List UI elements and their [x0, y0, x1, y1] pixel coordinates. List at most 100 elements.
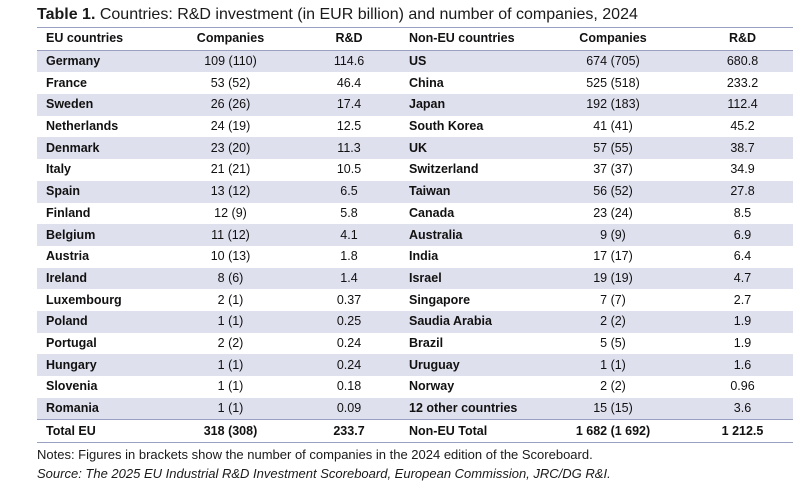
non-eu-country-cell: Brazil: [409, 335, 444, 350]
non-eu-rd-cell: 38.7: [730, 140, 755, 155]
non-eu-rd-cell: 2.7: [733, 292, 752, 307]
non-eu-rd-cell: 1.6: [733, 357, 752, 372]
eu-rd-cell: 17.4: [336, 97, 362, 112]
non-eu-country-cell: Uruguay: [409, 357, 460, 372]
non-eu-companies-cell: 1 (1): [600, 357, 626, 372]
non-eu-country-cell: India: [409, 249, 439, 264]
table-notes: Notes: Figures in brackets show the numb…: [37, 445, 611, 483]
table-row: Portugal 2 (2) 0.24 Brazil 5 (5) 1.9: [37, 333, 793, 355]
eu-rd-cell: 1.8: [340, 249, 358, 264]
eu-country-cell: Hungary: [46, 357, 97, 372]
non-eu-country-cell: Canada: [409, 205, 455, 220]
rd-investment-table: EU countries Companies R&D Non-EU countr…: [37, 27, 793, 443]
non-eu-country-cell: Switzerland: [409, 162, 479, 177]
non-eu-companies-cell: 525 (518): [586, 75, 640, 90]
eu-country-cell: Luxembourg: [46, 292, 122, 307]
non-eu-country-cell: Taiwan: [409, 184, 451, 199]
eu-companies-cell: 1 (1): [217, 401, 244, 416]
non-eu-companies-cell: 56 (52): [593, 184, 633, 199]
eu-companies-cell: 53 (52): [210, 75, 251, 90]
table-row: France 53 (52) 46.4 China 525 (518) 233.2: [37, 72, 793, 94]
eu-rd-cell: 0.24: [336, 357, 362, 372]
non-eu-country-cell: Singapore: [409, 292, 471, 307]
eu-rd-cell: 0.25: [336, 314, 362, 329]
table-row: Netherlands 24 (19) 12.5 South Korea 41 (41)…: [37, 116, 793, 138]
non-eu-companies-cell: 41 (41): [593, 119, 633, 134]
non-eu-country-cell: South Korea: [409, 119, 484, 134]
non-eu-companies-cell: 2 (2): [600, 314, 626, 329]
eu-rd-cell: 114.6: [333, 54, 365, 69]
eu-companies-cell: 1 (1): [217, 314, 244, 329]
non-eu-companies-cell: 674 (705): [586, 54, 640, 69]
eu-country-cell: Finland: [46, 205, 91, 220]
eu-companies-cell: 8 (6): [217, 270, 244, 285]
eu-rd-cell: 10.5: [336, 162, 362, 177]
table-row: Austria 10 (13) 1.8 India 17 (17) 6.4: [37, 246, 793, 268]
non-eu-country-cell: Israel: [409, 270, 442, 285]
table-row: Ireland 8 (6) 1.4 Israel 19 (19) 4.7: [37, 267, 793, 290]
non-eu-country-cell: Norway: [409, 379, 455, 394]
eu-country-cell: Austria: [46, 249, 90, 264]
total-eu-companies: 318 (308): [203, 423, 258, 438]
eu-companies-cell: 26 (26): [210, 97, 251, 112]
eu-country-cell: Ireland: [46, 270, 87, 285]
non-eu-rd-cell: 112.4: [727, 97, 758, 112]
eu-country-cell: Sweden: [46, 97, 94, 112]
header-eu-rd: R&D: [335, 31, 363, 46]
non-eu-rd-cell: 34.9: [730, 162, 755, 177]
eu-rd-cell: 5.8: [340, 205, 358, 220]
non-eu-rd-cell: 8.5: [733, 205, 752, 220]
non-eu-companies-cell: 192 (183): [586, 97, 640, 112]
header-eu-companies: Companies: [196, 31, 265, 46]
header-eu-countries: EU countries: [46, 31, 124, 46]
eu-country-cell: Poland: [46, 314, 88, 329]
eu-country-cell: Italy: [46, 162, 72, 177]
eu-companies-cell: 12 (9): [214, 205, 247, 220]
total-non-eu-companies: 1 682 (1 692): [575, 423, 651, 438]
table-row: Hungary 1 (1) 0.24 Uruguay 1 (1) 1.6: [37, 354, 793, 376]
table-total-row: Total EU 318 (308) 233.7 Non-EU Total 1 …: [37, 419, 793, 443]
non-eu-companies-cell: 7 (7): [600, 292, 626, 307]
non-eu-rd-cell: 1.9: [733, 335, 752, 350]
eu-companies-cell: 21 (21): [210, 162, 251, 177]
total-eu-label: Total EU: [46, 423, 96, 438]
non-eu-rd-cell: 680.8: [726, 54, 759, 69]
header-non-eu-countries: Non-EU countries: [409, 31, 515, 46]
eu-country-cell: Spain: [46, 184, 81, 199]
non-eu-companies-cell: 2 (2): [600, 379, 626, 394]
table-row: Belgium 11 (12) 4.1 Australia 9 (9) 6.9: [37, 224, 793, 246]
table-header-row: EU countries Companies R&D Non-EU countr…: [37, 27, 793, 51]
eu-companies-cell: 13 (12): [210, 184, 251, 199]
non-eu-country-cell: Japan: [409, 97, 446, 112]
table-caption-text: Countries: R&D investment (in EUR billio…: [95, 6, 638, 23]
eu-country-cell: Denmark: [46, 140, 100, 155]
eu-companies-cell: 2 (2): [217, 335, 244, 350]
non-eu-country-cell: China: [409, 75, 444, 90]
non-eu-companies-cell: 17 (17): [593, 249, 633, 264]
table-row: Germany 109 (110) 114.6 US 674 (705) 680.8: [37, 50, 793, 73]
table-row: Italy 21 (21) 10.5 Switzerland 37 (37) 34.9: [37, 159, 793, 181]
non-eu-rd-cell: 4.7: [733, 270, 752, 285]
non-eu-companies-cell: 57 (55): [593, 140, 633, 155]
non-eu-country-cell: UK: [409, 140, 428, 155]
eu-companies-cell: 2 (1): [217, 292, 244, 307]
table-caption: Table 1. Countries: R&D investment (in E…: [37, 4, 638, 26]
non-eu-country-cell: Saudia Arabia: [409, 314, 492, 329]
eu-rd-cell: 6.5: [340, 184, 358, 199]
non-eu-rd-cell: 1.9: [733, 314, 752, 329]
non-eu-companies-cell: 23 (24): [593, 205, 633, 220]
eu-country-cell: Slovenia: [46, 379, 98, 394]
eu-companies-cell: 11 (12): [211, 227, 250, 242]
non-eu-rd-cell: 6.4: [733, 249, 752, 264]
non-eu-companies-cell: 9 (9): [600, 227, 626, 242]
eu-rd-cell: 12.5: [336, 119, 362, 134]
eu-companies-cell: 23 (20): [210, 140, 251, 155]
eu-companies-cell: 1 (1): [217, 357, 244, 372]
table-row: Luxembourg 2 (1) 0.37 Singapore 7 (7) 2.7: [37, 289, 793, 311]
table-row: Poland 1 (1) 0.25 Saudia Arabia 2 (2) 1.9: [37, 310, 793, 333]
eu-rd-cell: 0.24: [336, 335, 362, 350]
non-eu-companies-cell: 5 (5): [600, 335, 626, 350]
non-eu-country-cell: US: [409, 54, 427, 69]
header-non-eu-rd: R&D: [728, 31, 757, 46]
non-eu-rd-cell: 0.96: [730, 379, 755, 394]
